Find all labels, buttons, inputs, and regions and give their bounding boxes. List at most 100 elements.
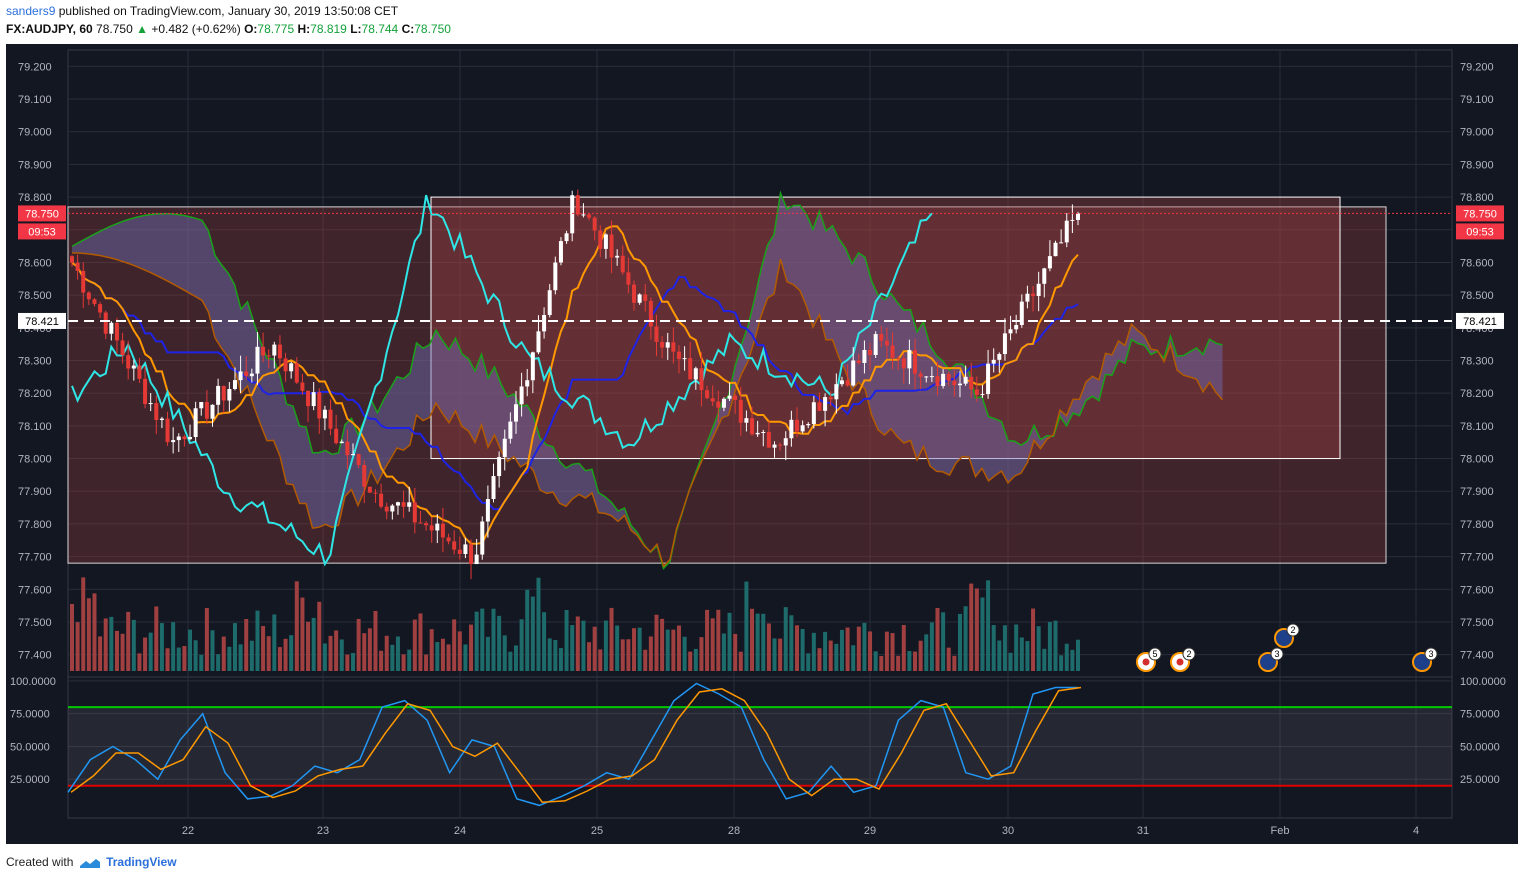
candle-body	[598, 230, 603, 249]
volume-bar	[941, 612, 946, 671]
volume-bar	[974, 588, 979, 671]
time-tick: 24	[454, 825, 466, 837]
volume-bar	[367, 628, 372, 671]
candle-body	[783, 438, 788, 446]
candle-body	[221, 385, 226, 401]
author-link[interactable]: sanders9	[6, 4, 56, 18]
candle-body	[435, 523, 440, 531]
time-tick: Feb	[1271, 825, 1290, 837]
open-value: 78.775	[257, 22, 295, 36]
volume-bar	[424, 654, 429, 671]
candle-body	[244, 371, 249, 377]
candle-body	[193, 408, 198, 437]
volume-bar	[834, 643, 839, 671]
publish-info: sanders9 published on TradingView.com, J…	[6, 4, 398, 18]
price-tick-right: 79.000	[1460, 127, 1494, 139]
candle-body	[587, 214, 592, 218]
volume-bar	[609, 607, 614, 671]
high-label: H:	[297, 22, 311, 36]
volume-bar	[143, 637, 148, 671]
volume-bar	[373, 610, 378, 671]
candle-body	[896, 357, 901, 359]
tradingview-logo-icon	[79, 858, 100, 868]
candle-body	[277, 344, 282, 359]
candle-body	[890, 345, 895, 358]
price-tick-left: 77.900	[18, 486, 52, 498]
candle-body	[626, 272, 631, 285]
price-chart[interactable]: 79.200 79.200 79.100 79.100 79.000 79.000 78.9…	[6, 44, 1518, 844]
volume-bar	[603, 620, 608, 671]
volume-bar	[1070, 649, 1075, 671]
candle-body	[879, 334, 884, 341]
event-count-badge	[1148, 647, 1162, 661]
candle-body	[856, 360, 861, 363]
event-count: 2	[1290, 625, 1295, 635]
volume-bar	[632, 628, 637, 671]
candle-body	[986, 363, 991, 395]
time-tick: 30	[1002, 825, 1014, 837]
candle-body	[418, 522, 423, 524]
price-tick-right: 78.600	[1460, 257, 1494, 269]
up-arrow-icon: ▲	[136, 22, 148, 36]
candle-body	[660, 341, 665, 348]
senkou-span-b-line	[71, 252, 1224, 568]
candle-body	[480, 521, 485, 555]
candle-body	[755, 432, 760, 435]
volume-bar	[547, 638, 552, 671]
volume-bar	[480, 608, 485, 671]
countdown-tag-right: 09:53	[1466, 226, 1494, 238]
volume-bar	[395, 636, 400, 671]
current-price-tag-right: 78.750	[1463, 208, 1497, 220]
candle-body	[1076, 213, 1080, 220]
candle-body	[81, 270, 86, 293]
event-count-badge	[1270, 647, 1284, 661]
candle-body	[249, 373, 254, 377]
candle-body	[632, 284, 637, 303]
tradingview-link[interactable]: TradingView	[106, 855, 177, 869]
stoch-tick-right: 75.0000	[1460, 709, 1500, 721]
volume-bar	[300, 597, 305, 671]
symbol-label[interactable]: FX:AUDJPY, 60	[6, 22, 93, 36]
price-tick-right: 77.600	[1460, 584, 1494, 596]
volume-bar	[721, 633, 726, 671]
volume-bar	[283, 638, 288, 671]
candle-body	[491, 476, 496, 500]
candle-body	[317, 392, 322, 419]
candle-body	[1064, 220, 1069, 243]
price-tick-left: 78.300	[18, 356, 52, 368]
volume-bar	[671, 629, 676, 671]
volume-bar	[1031, 608, 1036, 671]
candle-body	[70, 256, 74, 263]
candle-body	[92, 299, 97, 305]
volume-bar	[469, 624, 474, 671]
candle-body	[558, 241, 563, 263]
candle-body	[126, 355, 131, 369]
time-tick: 22	[182, 825, 194, 837]
price-tick-left: 78.600	[18, 257, 52, 269]
volume-bar	[564, 609, 569, 671]
candle-body	[502, 438, 507, 458]
volume-bar	[137, 653, 142, 671]
price-tick-right: 77.400	[1460, 650, 1494, 662]
volume-bar	[811, 632, 816, 671]
candle-body	[1070, 219, 1075, 221]
candle-body	[159, 418, 164, 421]
volume-bar	[862, 622, 867, 671]
volume-bar	[806, 653, 811, 671]
volume-bar	[356, 618, 361, 671]
candle-body	[845, 380, 850, 386]
candle-body	[165, 418, 170, 443]
high-value: 78.819	[310, 22, 347, 36]
volume-bar	[525, 589, 530, 671]
candle-body	[991, 359, 996, 364]
volume-bar	[120, 633, 125, 671]
chikou-span-line	[71, 194, 933, 567]
volume-bar	[513, 645, 518, 671]
volume-bar	[800, 628, 805, 671]
candle-body	[227, 388, 232, 401]
volume-bar	[615, 625, 620, 671]
time-tick: 4	[1413, 825, 1419, 837]
volume-bar	[70, 603, 74, 671]
candle-body	[592, 217, 597, 231]
candle-body	[688, 358, 693, 380]
